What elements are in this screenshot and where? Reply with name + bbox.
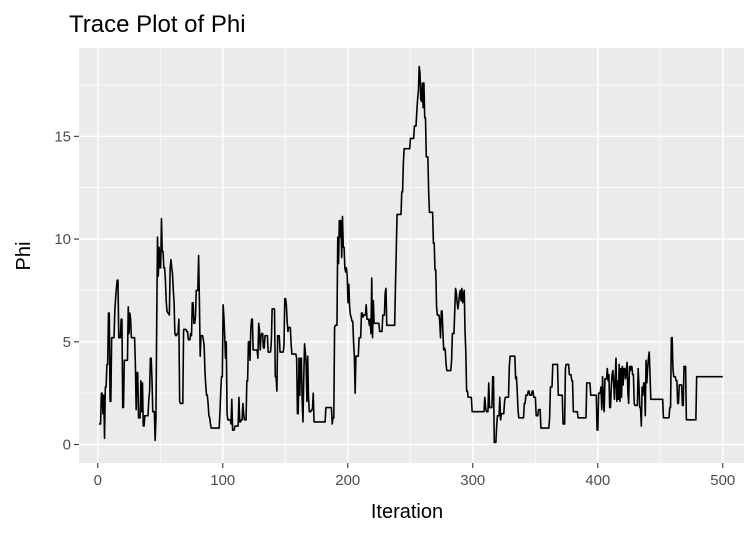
y-tick-label: 5: [63, 334, 71, 351]
y-tick-label: 15: [54, 128, 71, 145]
y-axis-title: Phi: [13, 242, 35, 271]
x-tick-label: 500: [710, 472, 735, 489]
x-tick-label: 400: [585, 472, 610, 489]
tick-labels: 0 100 200 300 400 500 0 5 10 15: [54, 128, 735, 489]
x-axis-title: Iteration: [371, 501, 443, 523]
y-tick-label: 10: [54, 231, 71, 248]
phi-trace-line: [98, 65, 723, 444]
x-tick-label: 300: [460, 472, 485, 489]
x-tick-label: 0: [94, 472, 102, 489]
y-tick-label: 0: [63, 437, 71, 454]
x-tick-label: 200: [335, 472, 360, 489]
chart-title: Trace Plot of Phi: [69, 11, 246, 38]
major-gridlines: [79, 48, 744, 463]
axis-ticks: [74, 135, 724, 468]
x-tick-label: 100: [210, 472, 235, 489]
